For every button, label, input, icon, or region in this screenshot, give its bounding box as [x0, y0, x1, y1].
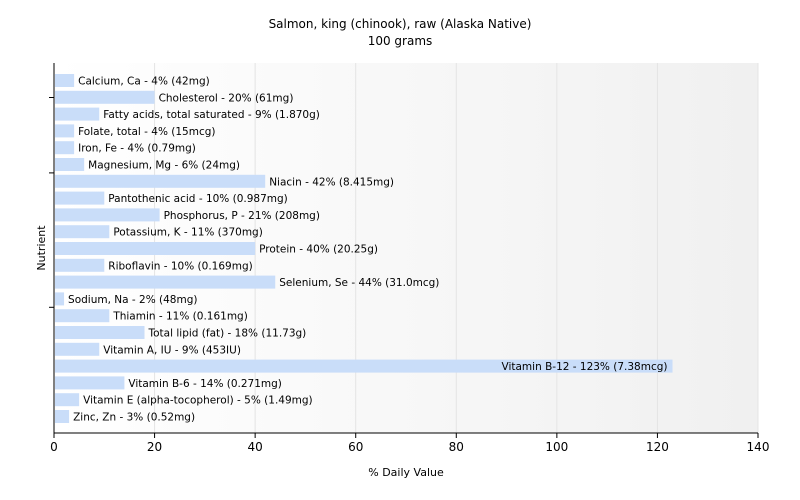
bar: [55, 208, 160, 222]
bar: [55, 174, 266, 188]
bar-label: Riboflavin - 10% (0.169mg): [108, 260, 252, 272]
bar-label: Calcium, Ca - 4% (42mg): [78, 76, 210, 88]
bar: [55, 393, 80, 407]
bar-label: Thiamin - 11% (0.161mg): [112, 311, 248, 323]
chart-title: Salmon, king (chinook), raw (Alaska Nati…: [269, 17, 532, 31]
chart-subtitle: 100 grams: [368, 34, 433, 48]
bar: [55, 225, 110, 239]
bar-label: Selenium, Se - 44% (31.0mcg): [279, 277, 439, 289]
bar-label: Fatty acids, total saturated - 9% (1.870…: [103, 109, 320, 121]
x-tick-label: 60: [348, 440, 363, 454]
x-axis-ticks: 0 20 40 60 80 100 120 140: [50, 433, 769, 454]
bar-label: Sodium, Na - 2% (48mg): [68, 294, 197, 306]
bar-label: Vitamin A, IU - 9% (453IU): [103, 344, 241, 356]
bar-label: Niacin - 42% (8.415mg): [269, 176, 394, 188]
x-tick-label: 20: [147, 440, 162, 454]
bar: [55, 359, 673, 373]
bar-label: Zinc, Zn - 3% (0.52mg): [73, 412, 195, 424]
bar-label: Vitamin E (alpha-tocopherol) - 5% (1.49m…: [83, 395, 313, 407]
bar: [55, 141, 75, 155]
bar: [55, 158, 85, 171]
y-axis-label: Nutrient: [35, 225, 48, 271]
bar: [55, 376, 125, 390]
bar-label: Potassium, K - 11% (370mg): [113, 227, 263, 239]
bar: [55, 309, 110, 323]
bar: [55, 292, 65, 306]
y-axis-ticks: [49, 97, 54, 308]
x-tick-label: 120: [646, 440, 669, 454]
bar: [55, 275, 276, 289]
bar: [55, 90, 155, 104]
x-axis-label: % Daily Value: [368, 466, 444, 479]
x-tick-label: 40: [248, 440, 263, 454]
bars: [55, 74, 673, 423]
bar-label: Folate, total - 4% (15mcg): [78, 126, 215, 138]
bar: [55, 124, 75, 138]
bar-label: Iron, Fe - 4% (0.79mg): [78, 143, 196, 155]
x-tick-label: 0: [50, 440, 58, 454]
bar-label: Pantothenic acid - 10% (0.987mg): [108, 193, 287, 205]
bar-label: Phosphorus, P - 21% (208mg): [164, 210, 320, 222]
bar: [55, 74, 75, 87]
bar-label: Cholesterol - 20% (61mg): [159, 92, 294, 104]
x-tick-label: 80: [449, 440, 464, 454]
bar-label: Protein - 40% (20.25g): [259, 244, 378, 256]
bar-label: Magnesium, Mg - 6% (24mg): [88, 160, 240, 172]
bar-label: Vitamin B-6 - 14% (0.271mg): [128, 378, 282, 390]
bar: [55, 410, 70, 423]
bar: [55, 107, 100, 121]
bar-labels: Calcium, Ca - 4% (42mg) Cholesterol - 20%…: [68, 76, 667, 424]
bar: [55, 191, 105, 205]
bar: [55, 242, 256, 255]
x-tick-label: 140: [747, 440, 770, 454]
bar: [55, 258, 105, 272]
bar-label: Vitamin B-12 - 123% (7.38mcg): [502, 361, 668, 373]
bar-label: Total lipid (fat) - 18% (11.73g): [148, 328, 307, 340]
bar: [55, 326, 145, 339]
x-tick-label: 100: [545, 440, 568, 454]
bar: [55, 342, 100, 356]
